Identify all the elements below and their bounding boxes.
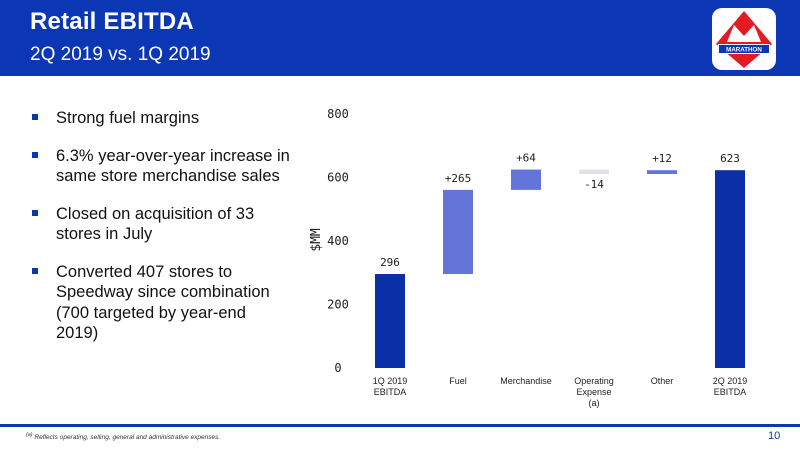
x-tick-label: Merchandise bbox=[500, 376, 552, 386]
bar-increase bbox=[647, 170, 677, 175]
y-axis-label: $MM bbox=[309, 228, 324, 252]
header-bar: Retail EBITDA 2Q 2019 vs. 1Q 2019 MARATH… bbox=[0, 0, 800, 76]
x-tick-label: 2Q 2019 bbox=[713, 376, 748, 386]
marathon-logo: MARATHON bbox=[712, 8, 776, 70]
x-tick-label: Operating bbox=[574, 376, 614, 386]
x-tick-label: EBITDA bbox=[374, 387, 407, 397]
data-label: +265 bbox=[445, 172, 472, 185]
x-tick-label: Fuel bbox=[449, 376, 467, 386]
page-number: 10 bbox=[768, 430, 781, 442]
y-tick-label: 200 bbox=[327, 298, 349, 312]
x-tick-label: Expense bbox=[576, 387, 611, 397]
bullet-text: Closed on acquisition of 33 stores in Ju… bbox=[56, 204, 255, 244]
x-tick-label: 1Q 2019 bbox=[373, 376, 408, 386]
footer-divider bbox=[0, 424, 800, 427]
x-tick-label: Other bbox=[651, 376, 674, 386]
y-tick-label: 800 bbox=[327, 107, 349, 121]
bullet-marker bbox=[32, 114, 38, 120]
page-subtitle: 2Q 2019 vs. 1Q 2019 bbox=[30, 44, 211, 65]
x-tick-label: EBITDA bbox=[714, 387, 747, 397]
bullet-marker bbox=[32, 267, 38, 274]
bullet-text: 6.3% year-over-year increase in same sto… bbox=[56, 146, 290, 186]
footnote: (a) Reflects operating, selling, general… bbox=[26, 432, 220, 441]
waterfall-chart: 0 200 400 600 800 $MM 296 +265 +64 -14 +12 623 1Q 20… bbox=[309, 107, 748, 408]
bullet-marker bbox=[32, 151, 38, 158]
data-label: 623 bbox=[720, 152, 740, 165]
footnote-marker: (a) bbox=[26, 432, 33, 438]
y-tick-label: 400 bbox=[327, 234, 349, 248]
bar-increase bbox=[511, 169, 541, 190]
y-tick-label: 0 bbox=[334, 361, 341, 375]
y-tick-label: 600 bbox=[327, 171, 349, 185]
data-label: -14 bbox=[584, 178, 604, 191]
data-label: +12 bbox=[652, 152, 672, 165]
bar-increase bbox=[443, 189, 473, 275]
bar-total bbox=[375, 274, 405, 368]
data-label: 296 bbox=[380, 256, 400, 269]
header-divider bbox=[0, 76, 800, 79]
bullet-item: Strong fuel margins bbox=[30, 108, 290, 129]
bullet-list: Strong fuel margins 6.3% year-over-year … bbox=[30, 108, 290, 361]
logo-text: MARATHON bbox=[726, 47, 762, 54]
bullet-item: 6.3% year-over-year increase in same sto… bbox=[30, 146, 290, 187]
bullet-text: Converted 407 stores to Speedway since c… bbox=[56, 262, 270, 343]
bar-decrease bbox=[579, 169, 609, 175]
page-title: Retail EBITDA bbox=[30, 8, 194, 35]
bar-total bbox=[715, 170, 745, 368]
data-label: +64 bbox=[516, 152, 536, 165]
bullet-item: Converted 407 stores to Speedway since c… bbox=[30, 262, 290, 344]
footnote-text: Reflects operating, selling, general and… bbox=[34, 434, 221, 442]
bullet-item: Closed on acquisition of 33 stores in Ju… bbox=[30, 204, 290, 245]
bullet-marker bbox=[32, 209, 38, 216]
x-tick-label: (a) bbox=[589, 398, 600, 408]
bullet-text: Strong fuel margins bbox=[56, 109, 200, 127]
